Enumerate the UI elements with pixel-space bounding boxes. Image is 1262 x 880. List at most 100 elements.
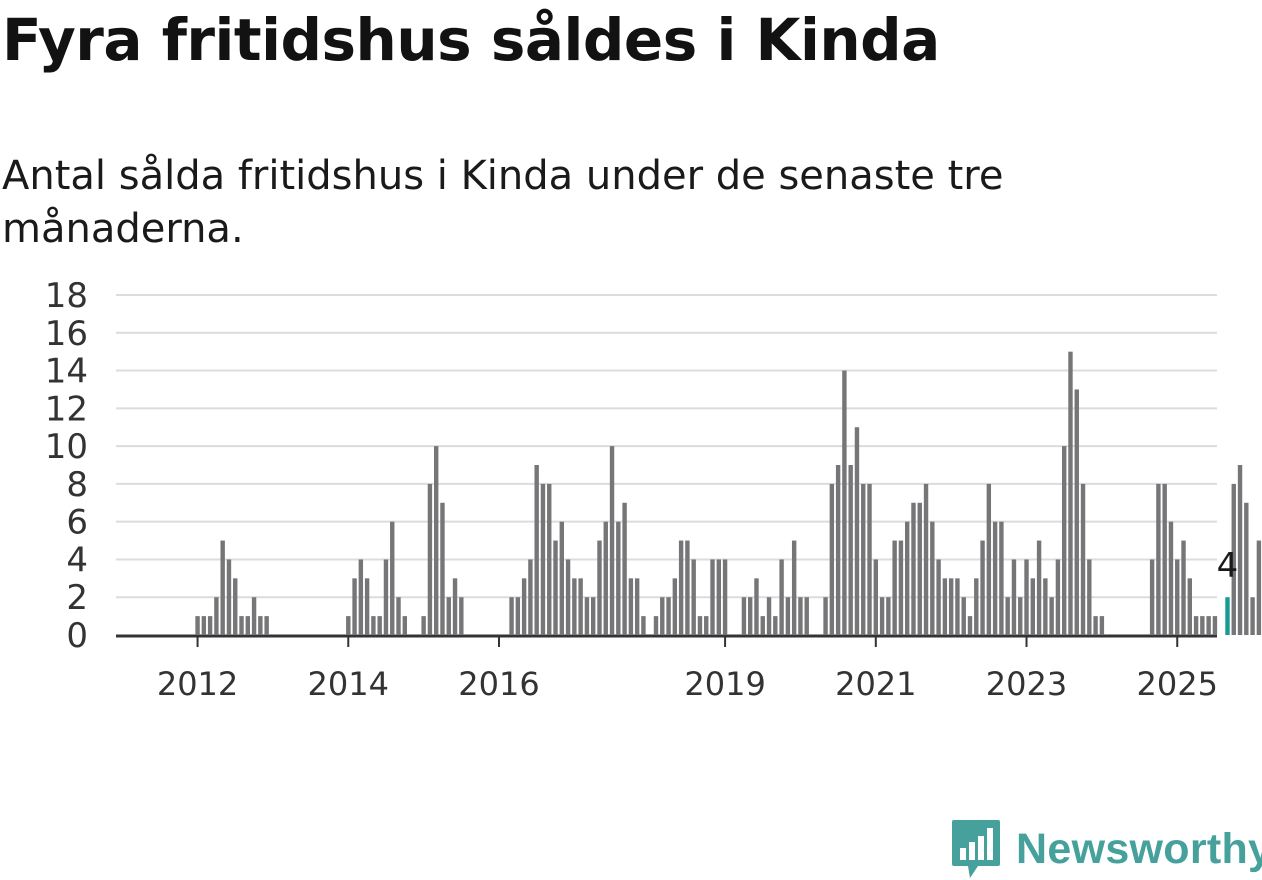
bar	[584, 597, 590, 635]
bar	[214, 597, 219, 635]
bar	[597, 540, 602, 635]
bar	[854, 427, 860, 635]
bar	[923, 483, 929, 635]
bar	[666, 597, 671, 635]
bar	[434, 446, 439, 635]
bar	[220, 540, 225, 635]
bar	[848, 465, 853, 635]
grid-lines	[116, 294, 1217, 638]
bar	[553, 540, 558, 635]
bar	[547, 483, 552, 635]
bar	[1256, 540, 1262, 635]
bar	[609, 446, 615, 635]
bar	[1011, 559, 1017, 635]
bar	[710, 559, 715, 635]
bar	[1055, 559, 1061, 635]
bar	[390, 521, 395, 635]
bar	[1193, 616, 1199, 635]
bar	[672, 578, 678, 635]
bar	[233, 578, 238, 635]
bar	[540, 483, 546, 635]
bar	[515, 597, 521, 635]
bar	[829, 483, 835, 635]
bar	[452, 578, 458, 635]
bar	[534, 465, 539, 635]
bar	[421, 616, 426, 635]
bar	[603, 521, 608, 635]
bar	[1068, 351, 1073, 635]
bar	[791, 540, 797, 635]
bar	[1062, 446, 1067, 635]
bar	[704, 616, 709, 635]
bar	[678, 540, 684, 635]
bar	[201, 616, 207, 635]
y-tick-label: 14	[45, 352, 88, 392]
bar	[823, 597, 828, 635]
bar	[207, 616, 213, 635]
bar	[1080, 483, 1086, 635]
bar	[992, 521, 998, 635]
bar	[559, 521, 564, 635]
bar	[798, 597, 803, 635]
bar	[942, 578, 948, 635]
bar	[371, 616, 376, 635]
bar	[239, 616, 244, 635]
bar	[1181, 540, 1186, 635]
bar	[986, 483, 992, 635]
y-tick-label: 0	[66, 616, 88, 656]
bar	[861, 483, 866, 635]
bar	[521, 578, 527, 635]
bar	[1024, 559, 1029, 635]
bar	[879, 597, 885, 635]
bar	[873, 559, 878, 635]
newsworthy-logo-icon	[952, 820, 1000, 878]
bar	[1074, 389, 1079, 635]
bar	[653, 616, 659, 635]
bar	[1162, 483, 1167, 635]
bar	[1149, 559, 1155, 635]
bar	[1212, 616, 1218, 635]
bar	[1206, 616, 1211, 635]
y-tick-label: 8	[66, 465, 88, 505]
bar	[911, 502, 916, 635]
bar	[779, 559, 784, 635]
bar	[691, 559, 696, 635]
brand-name: Newsworthy	[1016, 824, 1262, 873]
bar-highlight	[1225, 597, 1230, 635]
bar	[804, 597, 809, 635]
bar	[1005, 597, 1010, 635]
bar	[1237, 465, 1243, 635]
bar	[1087, 559, 1092, 635]
bar	[1200, 616, 1205, 635]
x-tick-label: 2014	[308, 665, 389, 703]
bar	[754, 578, 759, 635]
bar	[1156, 483, 1161, 635]
x-tick-label: 2012	[157, 665, 238, 703]
bar	[346, 616, 351, 635]
bar	[622, 502, 627, 635]
newsworthy-logo: Newsworthy	[950, 818, 1262, 880]
bar	[396, 597, 401, 635]
bars	[195, 351, 1262, 635]
y-tick-label: 2	[66, 578, 88, 618]
x-axis-ticks: 2012 2014 2016 2019 2021 2023 2025	[157, 637, 1218, 703]
bar	[591, 597, 596, 635]
bar	[961, 597, 966, 635]
bar	[1231, 483, 1236, 635]
y-tick-label: 10	[45, 427, 88, 467]
bar	[1049, 597, 1054, 635]
bar	[628, 578, 634, 635]
bar	[980, 540, 985, 635]
bar	[697, 616, 703, 635]
bar	[716, 559, 721, 635]
y-tick-label: 16	[45, 314, 88, 354]
bar	[1250, 597, 1255, 635]
bar	[660, 597, 665, 635]
bar	[905, 521, 910, 635]
bar	[722, 559, 728, 635]
y-tick-label: 4	[66, 540, 88, 580]
bar	[1168, 521, 1174, 635]
bar	[427, 483, 433, 635]
bar	[440, 502, 445, 635]
bar	[1030, 578, 1035, 635]
